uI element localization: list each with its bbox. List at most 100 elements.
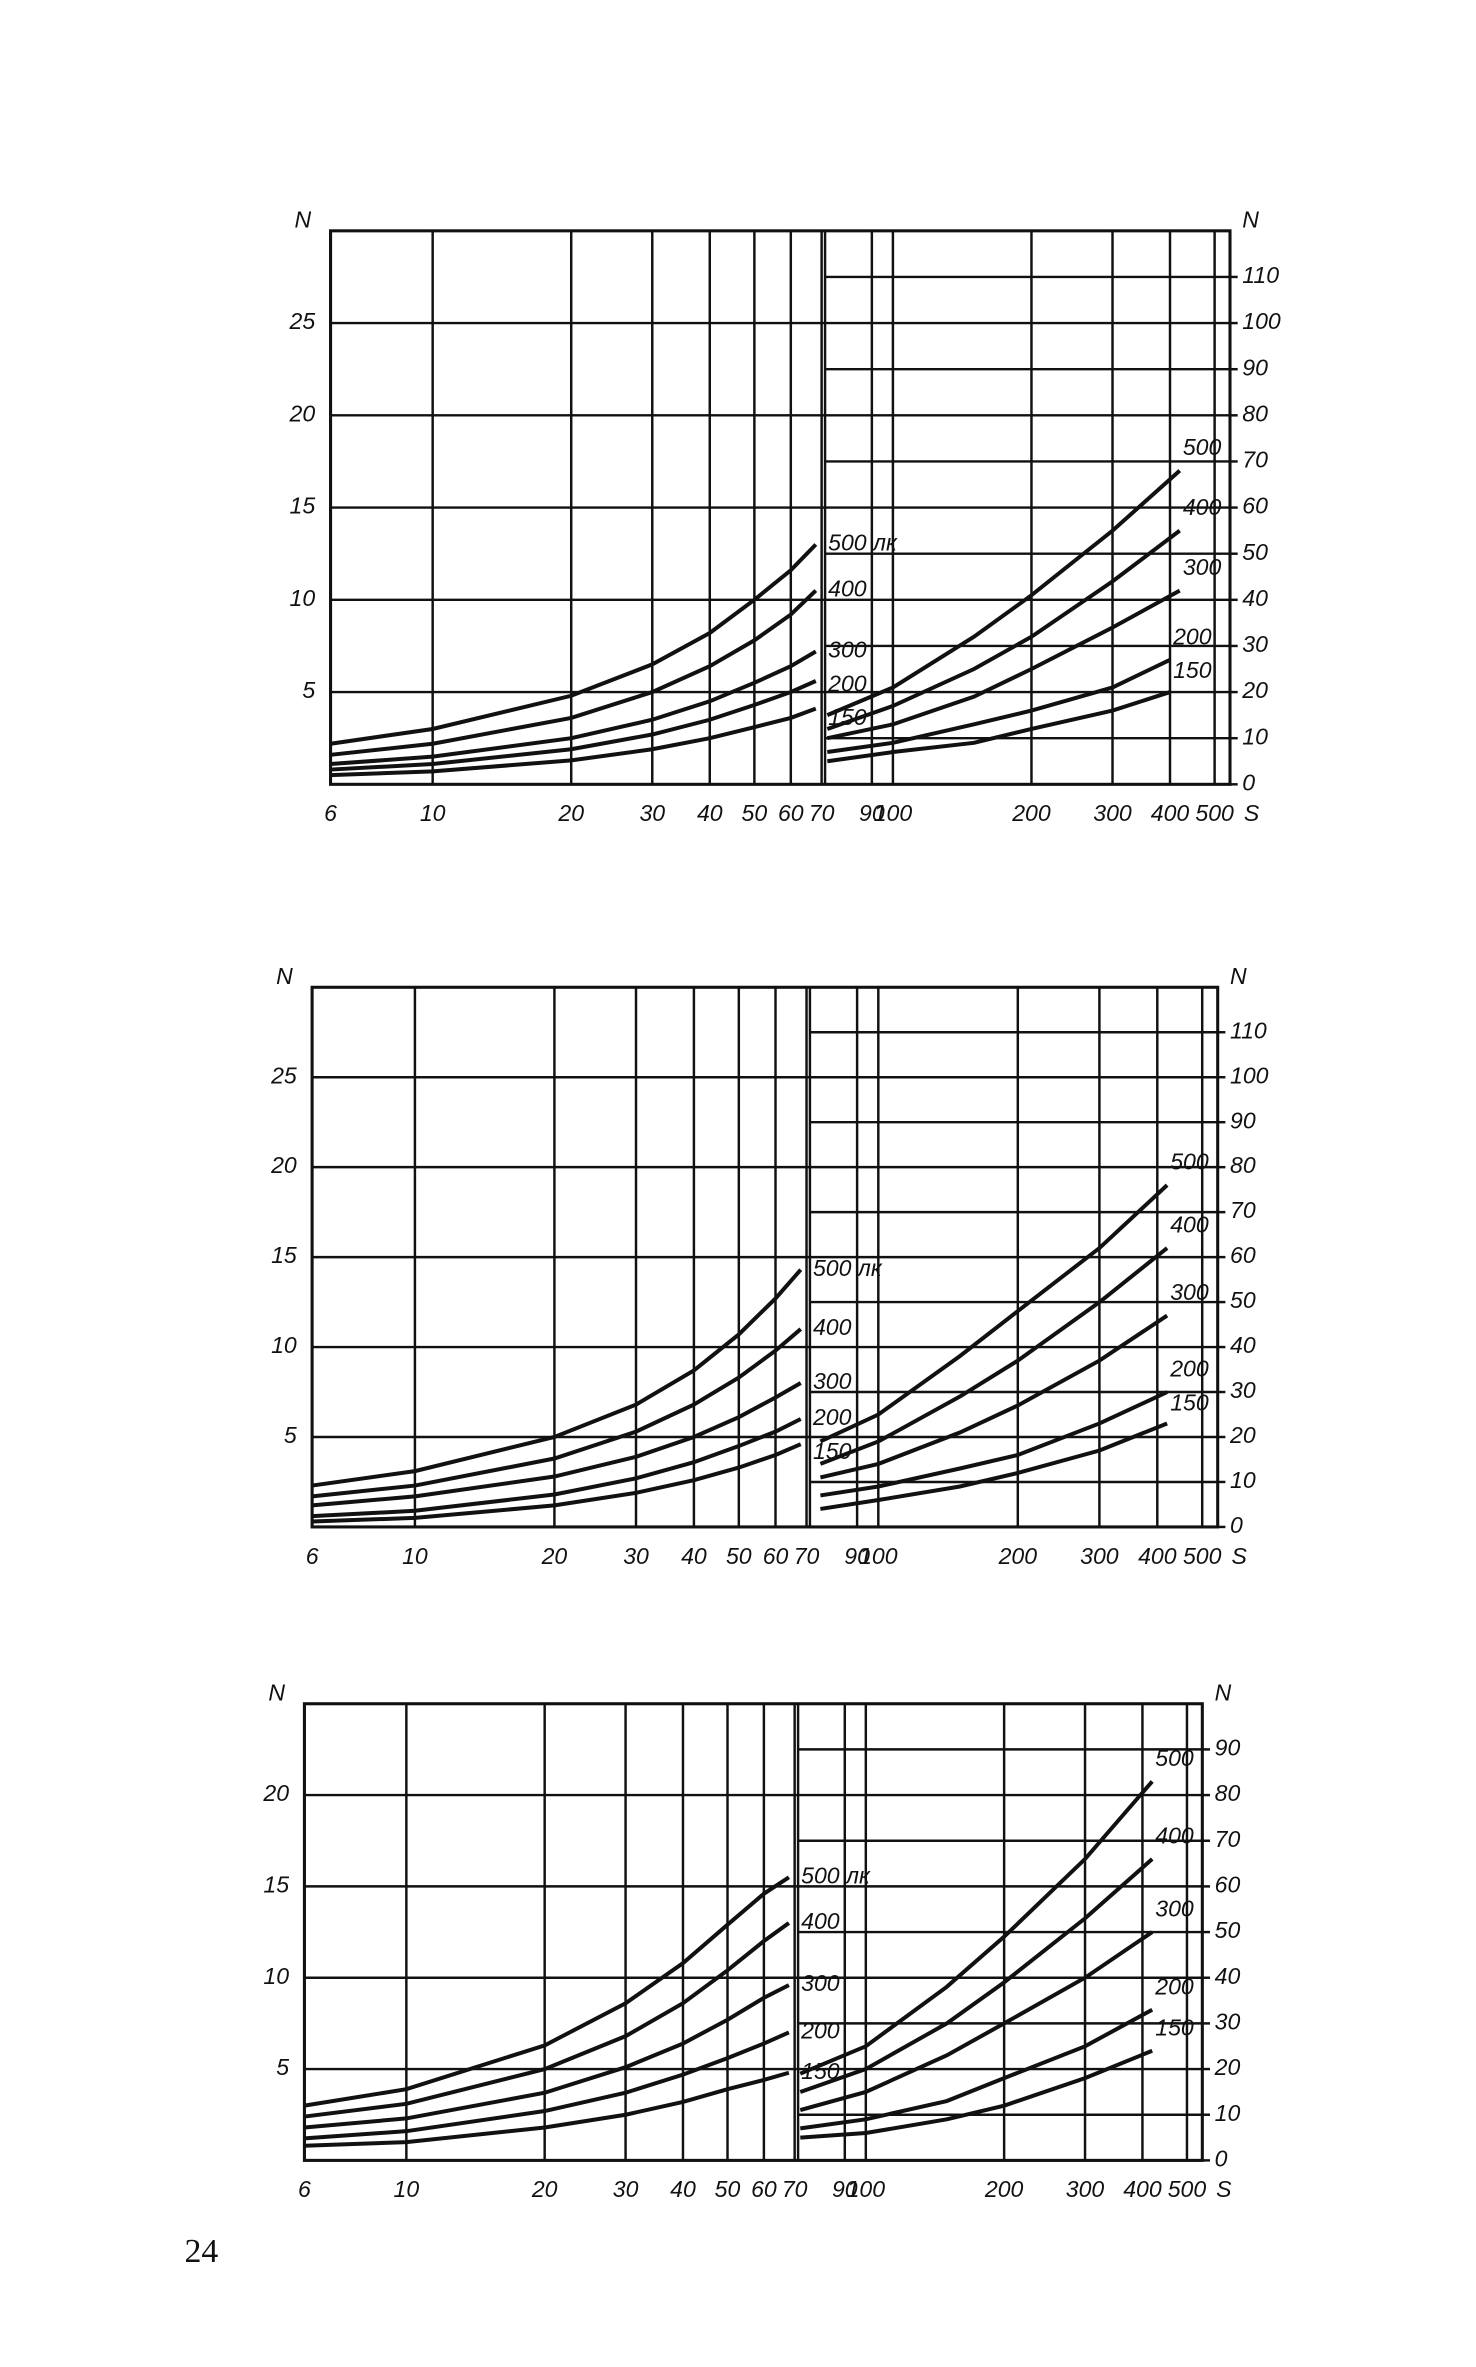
x-tick-label: 60: [763, 1543, 789, 1569]
y2-tick-label: 80: [1230, 1152, 1256, 1178]
y2-tick-label: 60: [1215, 1871, 1241, 1897]
series-label: 500: [1170, 1149, 1209, 1175]
x-tick-label: 10: [394, 2176, 420, 2202]
x-tick-label: 6: [306, 1543, 319, 1569]
y-tick-label: 10: [271, 1332, 297, 1358]
series-label: 500: [1155, 1745, 1194, 1771]
curve: [311, 1381, 802, 1508]
x-tick-label: 200: [1011, 800, 1051, 826]
x-tick-label: 40: [697, 800, 723, 826]
x-tick-label: 6: [324, 800, 337, 826]
x-tick-label: 70: [782, 2176, 808, 2202]
x-tick-label: 500: [1195, 800, 1234, 826]
y2-tick-label: 30: [1230, 1377, 1256, 1403]
y2-tick-label: 80: [1242, 400, 1268, 426]
y-tick-label: 25: [270, 1062, 297, 1088]
series-label: 200: [800, 2018, 840, 2044]
curve: [330, 543, 818, 746]
y2-tick-label: 90: [1242, 354, 1268, 380]
x-tick-label: 10: [420, 800, 446, 826]
series-label: 150: [1155, 2014, 1194, 2040]
x-tick-label: 200: [984, 2176, 1024, 2202]
x-tick-label: 90: [832, 2176, 858, 2202]
y2-tick-label: 70: [1242, 447, 1268, 473]
y2-tick-label: 110: [1242, 262, 1279, 288]
y2-tick-label: 40: [1242, 585, 1268, 611]
x-tick-label: 30: [623, 1543, 649, 1569]
y2-tick-label: 0: [1215, 2145, 1228, 2171]
y2-tick-label: 30: [1215, 2008, 1241, 2034]
curve: [330, 649, 817, 767]
y-tick-label: 5: [284, 1422, 297, 1448]
x-tick-label: 400: [1123, 2176, 1162, 2202]
y-tick-label: 10: [290, 585, 316, 611]
x-tick-label: 10: [402, 1543, 428, 1569]
y2-tick-label: 10: [1242, 723, 1268, 749]
y2-tick-label: 60: [1230, 1242, 1256, 1268]
x-tick-label: 500: [1168, 2176, 1207, 2202]
x-tick-label: 90: [844, 1543, 870, 1569]
y2-tick-label: 60: [1242, 493, 1268, 519]
series-label: 200: [1172, 623, 1212, 649]
x-tick-label: 200: [998, 1543, 1038, 1569]
y2-tick-label: 10: [1215, 2100, 1241, 2126]
series-label: 200: [827, 670, 867, 696]
x-tick-label: 60: [751, 2176, 777, 2202]
y2-tick-label: 20: [1241, 677, 1268, 703]
series-label: 300: [1183, 554, 1222, 580]
x-tick-label: 300: [1093, 800, 1132, 826]
y2-tick-label: 40: [1230, 1332, 1256, 1358]
y2-tick-label: 30: [1242, 631, 1268, 657]
curve: [820, 1421, 1168, 1511]
series-label: 300: [1155, 1896, 1194, 1922]
series-label: 150: [1173, 657, 1212, 683]
curve: [304, 1921, 791, 2119]
y2-axis-label: N: [1242, 207, 1259, 233]
series-label: 400: [1183, 494, 1222, 520]
y2-tick-label: 110: [1230, 1017, 1267, 1043]
y-tick-label: 20: [289, 400, 316, 426]
x-tick-label: 90: [859, 800, 885, 826]
y2-axis-label: N: [1215, 1680, 1232, 1706]
curve: [330, 706, 817, 778]
y2-tick-label: 70: [1230, 1197, 1256, 1223]
series-label: 300: [801, 1970, 840, 1996]
x-tick-label: 500: [1183, 1543, 1222, 1569]
x-tick-label: 50: [715, 2176, 741, 2202]
x-tick-label: 100: [847, 2176, 886, 2202]
y-tick-label: 10: [263, 1963, 289, 1989]
y-tick-label: 15: [290, 493, 316, 519]
x-tick-label: 100: [874, 800, 913, 826]
curve: [330, 679, 817, 772]
curve: [304, 1875, 790, 2108]
x-tick-label: 400: [1151, 800, 1190, 826]
series-label: 200: [812, 1404, 852, 1430]
y2-axis-label: N: [1230, 963, 1247, 989]
series-label: 400: [828, 576, 867, 602]
x-tick-label: 400: [1138, 1543, 1177, 1569]
y2-tick-label: 20: [1229, 1422, 1256, 1448]
curve: [312, 1442, 802, 1524]
curve: [819, 1313, 1169, 1480]
x-tick-label: 30: [639, 800, 665, 826]
series-label: 300: [828, 637, 867, 663]
x-tick-label: 300: [1066, 2176, 1105, 2202]
x-tick-label: 50: [742, 800, 768, 826]
y2-tick-label: 0: [1242, 769, 1255, 795]
x-axis-label: S: [1244, 800, 1260, 826]
series-label: 300: [813, 1368, 852, 1394]
x-axis-label: S: [1216, 2176, 1232, 2202]
x-tick-label: 20: [541, 1543, 568, 1569]
curve: [799, 1857, 1154, 2094]
y2-tick-label: 90: [1230, 1107, 1256, 1133]
curve: [304, 1983, 790, 2130]
series-label: 500 лк: [813, 1255, 883, 1281]
curve: [826, 529, 1181, 731]
y2-tick-label: 10: [1230, 1467, 1256, 1493]
series-label: 400: [801, 1908, 840, 1934]
curve: [330, 589, 818, 757]
x-tick-label: 40: [681, 1543, 707, 1569]
x-tick-label: 6: [298, 2176, 311, 2202]
